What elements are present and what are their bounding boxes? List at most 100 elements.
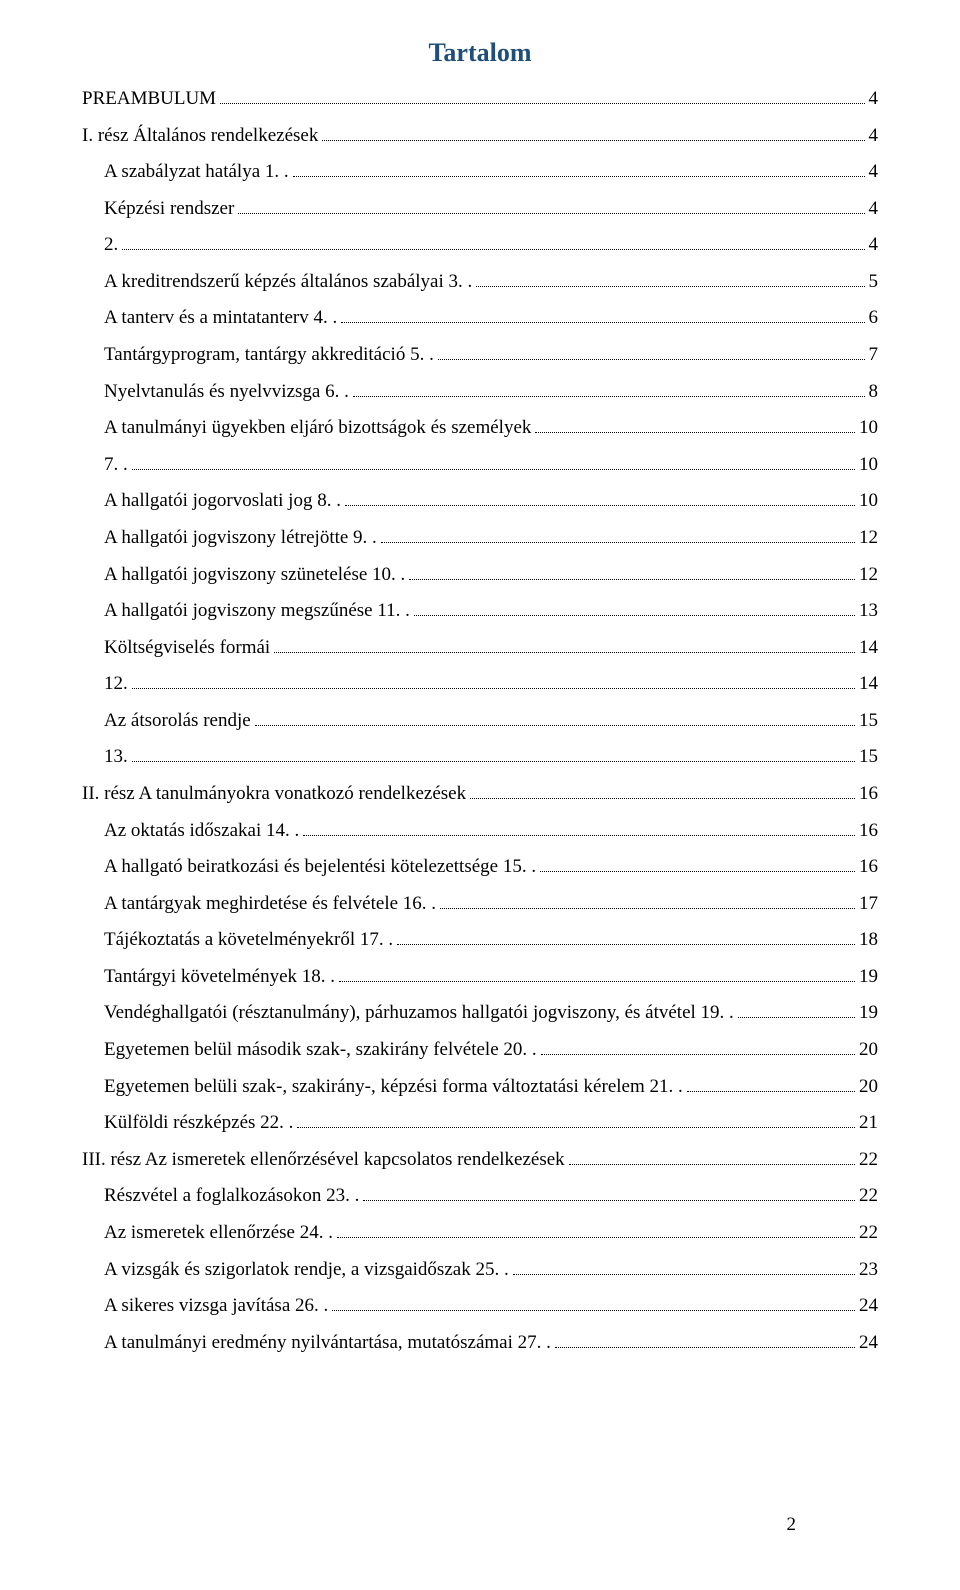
toc-entry[interactable]: A kreditrendszerű képzés általános szabá…: [82, 269, 878, 294]
toc-entry[interactable]: Nyelvtanulás és nyelvvizsga 6. . 8: [82, 379, 878, 404]
toc-container: PREAMBULUM 4I. rész Általános rendelkezé…: [82, 86, 878, 1355]
toc-entry-text: 13.: [104, 744, 128, 769]
toc-entry-page: 19: [859, 1000, 878, 1025]
toc-entry[interactable]: Tantárgyprogram, tantárgy akkreditáció 5…: [82, 342, 878, 367]
toc-entry[interactable]: Az oktatás időszakai 14. . 16: [82, 818, 878, 843]
toc-entry[interactable]: A tanulmányi eredmény nyilvántartása, mu…: [82, 1330, 878, 1355]
toc-entry[interactable]: PREAMBULUM 4: [82, 86, 878, 111]
toc-entry-page: 7: [869, 342, 879, 367]
toc-entry[interactable]: 2. 4: [82, 232, 878, 257]
toc-entry-text: A tanterv és a mintatanterv 4. .: [104, 305, 337, 330]
toc-leader-dots: [303, 835, 855, 836]
toc-entry[interactable]: II. rész A tanulmányokra vonatkozó rende…: [82, 781, 878, 806]
toc-leader-dots: [274, 652, 855, 653]
toc-entry-text: A tanulmányi ügyekben eljáró bizottságok…: [104, 415, 531, 440]
toc-entry[interactable]: Egyetemen belüli szak-, szakirány-, képz…: [82, 1074, 878, 1099]
toc-entry[interactable]: Képzési rendszer 4: [82, 196, 878, 221]
toc-entry[interactable]: A szabályzat hatálya 1. . 4: [82, 159, 878, 184]
toc-leader-dots: [513, 1274, 855, 1275]
toc-leader-dots: [322, 140, 864, 141]
toc-entry-text: PREAMBULUM: [82, 86, 216, 111]
toc-leader-dots: [337, 1237, 855, 1238]
toc-entry-page: 17: [859, 891, 878, 916]
toc-entry[interactable]: I. rész Általános rendelkezések 4: [82, 123, 878, 148]
toc-entry[interactable]: A vizsgák és szigorlatok rendje, a vizsg…: [82, 1257, 878, 1282]
toc-entry-text: II. rész A tanulmányokra vonatkozó rende…: [82, 781, 466, 806]
toc-entry[interactable]: A hallgatói jogviszony létrejötte 9. . 1…: [82, 525, 878, 550]
toc-entry[interactable]: A hallgatói jogviszony szünetelése 10. .…: [82, 562, 878, 587]
toc-entry-text: A hallgatói jogviszony szünetelése 10. .: [104, 562, 405, 587]
toc-entry-page: 14: [859, 671, 878, 696]
toc-entry[interactable]: Külföldi részképzés 22. . 21: [82, 1110, 878, 1135]
toc-entry-text: 12.: [104, 671, 128, 696]
toc-entry-text: Képzési rendszer: [104, 196, 234, 221]
toc-entry[interactable]: Részvétel a foglalkozásokon 23. . 22: [82, 1183, 878, 1208]
toc-entry-page: 15: [859, 708, 878, 733]
toc-entry[interactable]: A hallgató beiratkozási és bejelentési k…: [82, 854, 878, 879]
toc-leader-dots: [238, 213, 864, 214]
toc-entry[interactable]: A tanulmányi ügyekben eljáró bizottságok…: [82, 415, 878, 440]
toc-entry[interactable]: Tájékoztatás a követelményekről 17. . 18: [82, 927, 878, 952]
toc-entry-text: III. rész Az ismeretek ellenőrzésével ka…: [82, 1147, 565, 1172]
toc-leader-dots: [541, 1054, 855, 1055]
toc-leader-dots: [476, 286, 864, 287]
toc-leader-dots: [293, 176, 865, 177]
toc-entry-page: 4: [869, 232, 879, 257]
toc-entry-text: Az átsorolás rendje: [104, 708, 251, 733]
toc-entry[interactable]: Az átsorolás rendje 15: [82, 708, 878, 733]
toc-entry-text: Tájékoztatás a követelményekről 17. .: [104, 927, 393, 952]
toc-entry-page: 24: [859, 1330, 878, 1355]
toc-entry-text: Költségviselés formái: [104, 635, 270, 660]
toc-entry-page: 16: [859, 854, 878, 879]
toc-entry-page: 15: [859, 744, 878, 769]
toc-entry[interactable]: A sikeres vizsga javítása 26. . 24: [82, 1293, 878, 1318]
toc-entry-page: 19: [859, 964, 878, 989]
toc-leader-dots: [332, 1310, 855, 1311]
toc-entry-page: 10: [859, 452, 878, 477]
toc-leader-dots: [381, 542, 855, 543]
toc-entry-page: 16: [859, 818, 878, 843]
toc-entry[interactable]: A hallgatói jogviszony megszűnése 11. . …: [82, 598, 878, 623]
toc-entry-text: Az ismeretek ellenőrzése 24. .: [104, 1220, 333, 1245]
toc-entry[interactable]: A tantárgyak meghirdetése és felvétele 1…: [82, 891, 878, 916]
toc-entry-page: 22: [859, 1147, 878, 1172]
toc-entry-page: 20: [859, 1037, 878, 1062]
toc-entry[interactable]: Egyetemen belül második szak-, szakirány…: [82, 1037, 878, 1062]
toc-entry-page: 10: [859, 415, 878, 440]
toc-leader-dots: [397, 944, 855, 945]
toc-entry-page: 12: [859, 525, 878, 550]
toc-leader-dots: [345, 505, 855, 506]
toc-entry[interactable]: Az ismeretek ellenőrzése 24. . 22: [82, 1220, 878, 1245]
toc-entry-text: I. rész Általános rendelkezések: [82, 123, 318, 148]
toc-leader-dots: [353, 396, 865, 397]
toc-entry[interactable]: 13. 15: [82, 744, 878, 769]
toc-entry[interactable]: A tanterv és a mintatanterv 4. . 6: [82, 305, 878, 330]
toc-entry-text: Vendéghallgatói (résztanulmány), párhuza…: [104, 1000, 734, 1025]
toc-leader-dots: [220, 103, 864, 104]
toc-entry-text: A szabályzat hatálya 1. .: [104, 159, 289, 184]
toc-entry-page: 10: [859, 488, 878, 513]
toc-entry-page: 16: [859, 781, 878, 806]
toc-leader-dots: [341, 322, 864, 323]
toc-leader-dots: [122, 249, 864, 250]
toc-entry-page: 23: [859, 1257, 878, 1282]
toc-entry[interactable]: 7. . 10: [82, 452, 878, 477]
toc-entry[interactable]: III. rész Az ismeretek ellenőrzésével ka…: [82, 1147, 878, 1172]
toc-entry-page: 4: [869, 123, 879, 148]
toc-entry-text: A sikeres vizsga javítása 26. .: [104, 1293, 328, 1318]
toc-entry-page: 4: [869, 159, 879, 184]
toc-entry[interactable]: A hallgatói jogorvoslati jog 8. . 10: [82, 488, 878, 513]
toc-leader-dots: [132, 688, 855, 689]
toc-entry[interactable]: 12. 14: [82, 671, 878, 696]
toc-entry[interactable]: Költségviselés formái 14: [82, 635, 878, 660]
page-number: 2: [787, 1514, 797, 1536]
toc-entry-page: 14: [859, 635, 878, 660]
toc-entry-page: 13: [859, 598, 878, 623]
toc-entry-text: A hallgatói jogviszony megszűnése 11. .: [104, 598, 410, 623]
toc-leader-dots: [569, 1164, 855, 1165]
toc-entry[interactable]: Tantárgyi követelmények 18. . 19: [82, 964, 878, 989]
toc-leader-dots: [132, 761, 855, 762]
toc-entry-text: A tantárgyak meghirdetése és felvétele 1…: [104, 891, 436, 916]
toc-entry[interactable]: Vendéghallgatói (résztanulmány), párhuza…: [82, 1000, 878, 1025]
toc-leader-dots: [414, 615, 855, 616]
